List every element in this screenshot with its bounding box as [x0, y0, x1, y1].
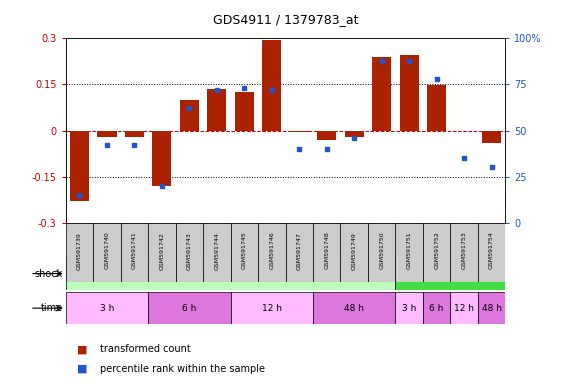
Bar [451, 292, 478, 324]
Text: GSM591754: GSM591754 [489, 232, 494, 270]
Text: ■: ■ [77, 344, 87, 354]
Bar [207, 89, 227, 131]
Bar [97, 131, 116, 137]
Text: percentile rank within the sample: percentile rank within the sample [100, 364, 265, 374]
Bar [317, 131, 336, 140]
Text: shock: shock [35, 268, 63, 279]
Bar [400, 55, 419, 131]
Bar [70, 131, 89, 201]
Bar [66, 257, 395, 290]
Text: 12 h: 12 h [454, 304, 474, 313]
Bar [148, 292, 231, 324]
Bar [258, 223, 286, 282]
Text: control: control [433, 268, 467, 279]
Text: GSM591741: GSM591741 [132, 232, 137, 270]
Bar [93, 223, 120, 282]
Text: GSM591751: GSM591751 [407, 232, 412, 269]
Bar [262, 40, 282, 131]
Bar [235, 91, 254, 131]
Text: GSM591747: GSM591747 [297, 232, 301, 270]
Bar [395, 223, 423, 282]
Bar [231, 223, 258, 282]
Text: GSM591744: GSM591744 [214, 232, 219, 270]
Text: 6 h: 6 h [429, 304, 444, 313]
Text: GSM591740: GSM591740 [104, 232, 110, 270]
Bar [176, 223, 203, 282]
Bar [482, 131, 501, 143]
Text: GDS4911 / 1379783_at: GDS4911 / 1379783_at [213, 13, 358, 26]
Text: traumatic brain injury: traumatic brain injury [177, 268, 284, 279]
Text: GSM591748: GSM591748 [324, 232, 329, 270]
Bar [66, 292, 148, 324]
Bar [124, 131, 144, 137]
Text: 3 h: 3 h [100, 304, 114, 313]
Text: time: time [41, 303, 63, 313]
Bar [313, 292, 395, 324]
Text: ■: ■ [77, 364, 87, 374]
Text: GSM591753: GSM591753 [461, 232, 467, 270]
Text: GSM591743: GSM591743 [187, 232, 192, 270]
Bar [372, 57, 391, 131]
Bar [148, 223, 176, 282]
Text: GSM591742: GSM591742 [159, 232, 164, 270]
Bar [423, 223, 451, 282]
Text: GSM591745: GSM591745 [242, 232, 247, 270]
Text: 3 h: 3 h [402, 304, 416, 313]
Bar [395, 292, 423, 324]
Bar [368, 223, 395, 282]
Bar [478, 223, 505, 282]
Text: GSM591749: GSM591749 [352, 232, 357, 270]
Bar [344, 131, 364, 137]
Text: 48 h: 48 h [344, 304, 364, 313]
Bar [152, 131, 171, 186]
Text: GSM591750: GSM591750 [379, 232, 384, 269]
Text: GSM591752: GSM591752 [434, 232, 439, 270]
Bar [427, 85, 447, 131]
Bar [395, 257, 505, 290]
Bar [203, 223, 231, 282]
Bar [478, 292, 505, 324]
Bar [231, 292, 313, 324]
Bar [423, 292, 451, 324]
Bar [120, 223, 148, 282]
Text: GSM591746: GSM591746 [270, 232, 274, 270]
Bar [313, 223, 340, 282]
Bar [451, 223, 478, 282]
Text: GSM591739: GSM591739 [77, 232, 82, 270]
Text: 6 h: 6 h [182, 304, 196, 313]
Bar [289, 131, 309, 132]
Text: transformed count: transformed count [100, 344, 191, 354]
Bar [66, 223, 93, 282]
Bar [286, 223, 313, 282]
Bar [340, 223, 368, 282]
Text: 48 h: 48 h [481, 304, 501, 313]
Text: 12 h: 12 h [262, 304, 282, 313]
Bar [180, 100, 199, 131]
